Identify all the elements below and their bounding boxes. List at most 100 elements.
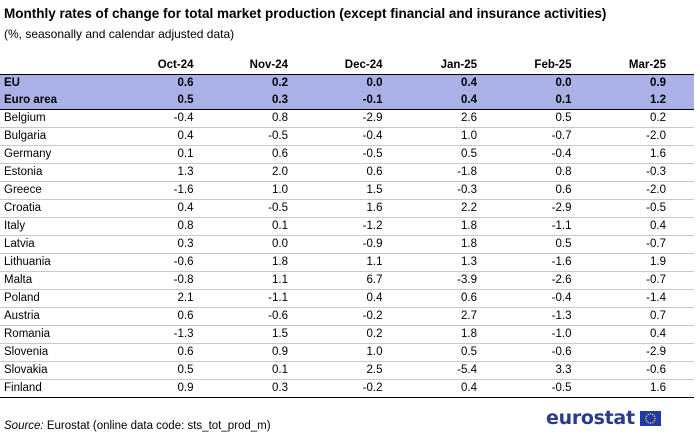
table-cell: 0.4: [127, 127, 222, 146]
table-cell: 0.5: [127, 92, 222, 110]
country-row: Slovenia 0.6 0.9 1.0 0.5 -0.6 -2.9: [0, 343, 694, 362]
table-cell: 1.3: [127, 163, 222, 182]
table-cell: -0.8: [127, 271, 222, 290]
source-label: Source:: [4, 420, 44, 432]
table-cell: 1.9: [599, 253, 694, 272]
table-cell: 0.5: [505, 235, 600, 254]
country-row: Croatia 0.4 -0.5 1.6 2.2 -2.9 -0.5: [0, 199, 694, 218]
table-cell: 0.8: [127, 217, 222, 236]
row-label: Romania: [0, 325, 127, 344]
table-cell: 2.2: [410, 199, 505, 218]
table-cell: 3.3: [505, 361, 600, 380]
table-cell: 0.1: [221, 361, 316, 380]
table-cell: 0.6: [127, 307, 222, 326]
table-cell: 1.6: [599, 145, 694, 164]
table-cell: -5.4: [410, 361, 505, 380]
table-cell: 0.3: [221, 92, 316, 110]
table-cell: 1.5: [221, 325, 316, 344]
table-cell: -1.6: [127, 181, 222, 200]
table-cell: 1.6: [316, 199, 411, 218]
country-row: Belgium -0.4 0.8 -2.9 2.6 0.5 0.2: [0, 109, 694, 128]
table-cell: 0.4: [410, 74, 505, 92]
country-row: Estonia 1.3 2.0 0.6 -1.8 0.8 -0.3: [0, 163, 694, 182]
country-row: Germany 0.1 0.6 -0.5 0.5 -0.4 1.6: [0, 145, 694, 164]
table-cell: -0.4: [127, 109, 222, 128]
table-cell: -2.0: [599, 181, 694, 200]
row-label: Bulgaria: [0, 127, 127, 146]
table-cell: 1.3: [410, 253, 505, 272]
table-cell: -1.6: [505, 253, 600, 272]
row-label: Germany: [0, 145, 127, 164]
table-cell: 2.1: [127, 289, 222, 308]
table-cell: 0.4: [599, 217, 694, 236]
table-cell: 1.0: [316, 343, 411, 362]
flag-star-icon: [644, 417, 647, 419]
row-label: Belgium: [0, 109, 127, 128]
table-cell: 0.5: [410, 145, 505, 164]
table-cell: -0.6: [599, 361, 694, 380]
row-label: Greece: [0, 181, 127, 200]
column-header: Oct-24: [127, 57, 222, 75]
table-cell: -0.4: [505, 289, 600, 308]
table-cell: 0.6: [221, 145, 316, 164]
table-cell: -1.1: [221, 289, 316, 308]
table-cell: 0.2: [221, 74, 316, 92]
row-label: Euro area: [0, 92, 127, 110]
table-cell: 1.8: [410, 325, 505, 344]
country-row: Latvia 0.3 0.0 -0.9 1.8 0.5 -0.7: [0, 235, 694, 254]
flag-star-icon: [649, 412, 651, 415]
row-label: Italy: [0, 217, 127, 236]
table-cell: -1.2: [316, 217, 411, 236]
table-cell: -0.7: [505, 127, 600, 146]
table-cell: 1.2: [599, 92, 694, 110]
row-label: Poland: [0, 289, 127, 308]
table-cell: 0.6: [505, 181, 600, 200]
table-cell: 0.5: [127, 361, 222, 380]
flag-star-icon: [649, 421, 651, 424]
table-cell: 2.7: [410, 307, 505, 326]
table-cell: -0.5: [221, 127, 316, 146]
table-cell: 0.5: [505, 109, 600, 128]
table-cell: 0.3: [127, 235, 222, 254]
table-cell: 1.0: [410, 127, 505, 146]
row-label: Austria: [0, 307, 127, 326]
row-label: Slovakia: [0, 361, 127, 380]
table-cell: -0.6: [221, 307, 316, 326]
table-cell: -1.1: [505, 217, 600, 236]
header-row: Oct-24 Nov-24 Dec-24 Jan-25 Feb-25 Mar-2…: [0, 57, 694, 75]
data-table: Oct-24 Nov-24 Dec-24 Jan-25 Feb-25 Mar-2…: [0, 57, 694, 398]
table-cell: 0.6: [127, 74, 222, 92]
country-row: Finland 0.9 0.3 -0.2 0.4 -0.5 1.6: [0, 379, 694, 398]
table-cell: 0.3: [221, 379, 316, 398]
flag-star-icon: [651, 421, 654, 423]
country-row: Poland 2.1 -1.1 0.4 0.6 -0.4 -1.4: [0, 289, 694, 308]
country-row: Romania -1.3 1.5 0.2 1.8 -1.0 0.4: [0, 325, 694, 344]
table-cell: 0.9: [599, 74, 694, 92]
aggregate-row: Euro area 0.5 0.3 -0.1 0.4 0.1 1.2: [0, 92, 694, 110]
flag-star-icon: [645, 414, 648, 417]
table-cell: 0.2: [316, 325, 411, 344]
table-cell: -2.6: [505, 271, 600, 290]
row-label: Latvia: [0, 235, 127, 254]
table-cell: 0.4: [127, 199, 222, 218]
row-label: EU: [0, 74, 127, 92]
row-label: Croatia: [0, 199, 127, 218]
eurostat-logo: eurostat: [546, 407, 661, 429]
country-row: Greece -1.6 1.0 1.5 -0.3 0.6 -2.0: [0, 181, 694, 200]
table-cell: 1.5: [316, 181, 411, 200]
table-cell: -0.3: [410, 181, 505, 200]
row-label: Lithuania: [0, 253, 127, 272]
table-cell: 0.4: [316, 289, 411, 308]
aggregate-row: EU 0.6 0.2 0.0 0.4 0.0 0.9: [0, 74, 694, 92]
table-cell: -3.9: [410, 271, 505, 290]
table-cell: -0.4: [316, 127, 411, 146]
table-cell: -1.8: [410, 163, 505, 182]
table-cell: 0.8: [221, 109, 316, 128]
flag-star-icon: [653, 414, 655, 417]
table-cell: -0.2: [316, 379, 411, 398]
table-title: Monthly rates of change for total market…: [4, 6, 607, 21]
table-cell: -2.9: [599, 343, 694, 362]
table-cell: -1.0: [505, 325, 600, 344]
table-cell: 0.0: [316, 74, 411, 92]
table-cell: 0.6: [316, 163, 411, 182]
